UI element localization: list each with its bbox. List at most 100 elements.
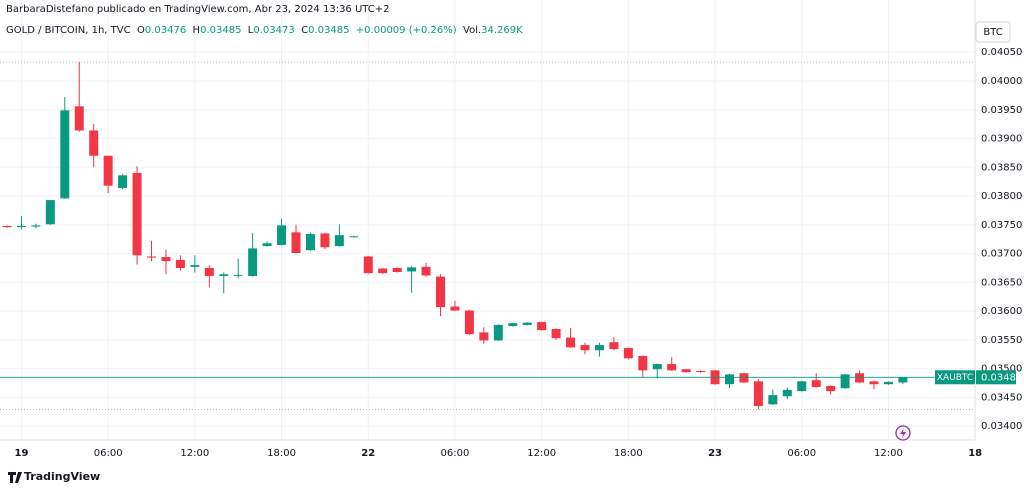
candle-body: [652, 364, 662, 370]
candle-body: [883, 381, 893, 385]
event-bolt: [900, 428, 906, 438]
x-tick-label: 18: [968, 448, 982, 459]
candle-body: [363, 256, 373, 274]
x-tick-label: 22: [361, 448, 375, 459]
candle-body: [696, 370, 706, 373]
volume: 34.269K: [481, 25, 523, 36]
y-tick-label: 0.03500: [981, 364, 1022, 375]
o-value: 0.03476: [144, 25, 187, 36]
x-tick-label: 23: [708, 448, 722, 459]
volume-label: Vol.: [463, 25, 482, 36]
candle-body: [855, 373, 865, 383]
c-label: C: [301, 25, 309, 36]
candle-body: [551, 328, 561, 339]
y-tick-label: 0.04050: [981, 47, 1022, 58]
candle-body: [464, 310, 474, 335]
candle-body: [89, 130, 99, 156]
candle-body: [594, 345, 604, 351]
candle-body: [378, 268, 388, 274]
candle-body: [623, 347, 633, 359]
candle-body: [233, 274, 243, 276]
candle-body: [522, 322, 532, 325]
candle-body: [305, 234, 315, 251]
event-icon[interactable]: [895, 425, 911, 441]
symbol-badge: [935, 370, 975, 385]
last-price-label: 0.03485: [981, 372, 1022, 383]
h-label: H: [192, 25, 201, 36]
x-tick-label: 06:00: [94, 448, 123, 459]
candle-body: [898, 377, 908, 383]
candle-body: [219, 274, 229, 277]
candle-body: [826, 385, 836, 392]
candle-body: [60, 110, 70, 199]
y-tick-label: 0.03700: [981, 249, 1022, 260]
candle-body: [161, 257, 171, 262]
y-tick-label: 0.03550: [981, 335, 1022, 346]
l-label: L: [247, 25, 254, 36]
currency-box: [975, 21, 1011, 43]
candle-body: [436, 276, 445, 308]
candle-body: [681, 369, 691, 373]
y-tick-label: 0.03600: [981, 306, 1022, 317]
legend: GOLD / BITCOIN, 1h, TVC O0.03476 H0.0348…: [6, 25, 523, 36]
candle-body: [421, 266, 431, 276]
currency: BTC: [983, 27, 1002, 38]
y-tick-label: 0.03950: [981, 105, 1022, 116]
candle-body: [580, 345, 590, 351]
y-tick-label: 0.03800: [981, 191, 1022, 202]
candle-body: [725, 374, 734, 385]
y-tick-label: 0.03900: [981, 134, 1022, 145]
candle-body: [566, 337, 576, 348]
candle-body: [277, 225, 287, 245]
x-tick-label: 18:00: [614, 448, 643, 459]
candle-body: [667, 364, 677, 371]
candle-body: [190, 265, 200, 267]
candle-body: [132, 173, 142, 256]
o-label: O: [136, 25, 145, 36]
candle-body: [782, 389, 792, 397]
candle-body: [147, 256, 156, 258]
candle-body: [2, 225, 12, 228]
candle-body: [175, 259, 185, 268]
l-value: 0.03473: [253, 25, 295, 36]
candle-body: [768, 395, 778, 405]
candle-body: [638, 356, 648, 371]
brand-logo: [8, 472, 22, 483]
y-tick-label: 0.03750: [981, 220, 1022, 231]
candle-body: [479, 332, 489, 341]
candle-body: [869, 381, 879, 385]
y-tick-label: 0.03400: [981, 421, 1022, 432]
c-value: 0.03485: [308, 25, 350, 36]
candle-body: [262, 243, 272, 247]
candle-body: [118, 175, 128, 188]
candle-body: [739, 373, 749, 383]
candle-body: [74, 106, 84, 131]
price-badge: [976, 370, 1016, 385]
candle-body: [31, 225, 41, 227]
x-tick-label: 12:00: [874, 448, 903, 459]
change: +0.00009 (+0.26%): [355, 25, 457, 36]
candle-body: [392, 267, 402, 272]
candle-body: [840, 374, 850, 389]
y-tick-label: 0.03650: [981, 277, 1022, 288]
candle-body: [103, 155, 113, 186]
candle-body: [609, 342, 619, 350]
h-value: 0.03485: [200, 25, 242, 36]
candle-body: [204, 267, 214, 277]
y-tick-label: 0.03850: [981, 162, 1022, 173]
symbol-title: GOLD / BITCOIN, 1h, TVC: [6, 25, 131, 36]
candle-body: [811, 380, 821, 388]
candle-body: [407, 267, 417, 272]
x-tick-label: 19: [14, 448, 28, 459]
x-tick-label: 18:00: [267, 448, 296, 459]
candle-body: [16, 225, 26, 228]
brand: TradingView: [24, 470, 100, 483]
symbol-label: XAUBTC: [937, 373, 973, 383]
candle-body: [537, 322, 547, 331]
y-tick-label: 0.03450: [981, 392, 1022, 403]
candle-body: [248, 248, 258, 277]
x-tick-label: 12:00: [180, 448, 209, 459]
candle-body: [334, 235, 344, 247]
x-tick-label: 06:00: [787, 448, 816, 459]
